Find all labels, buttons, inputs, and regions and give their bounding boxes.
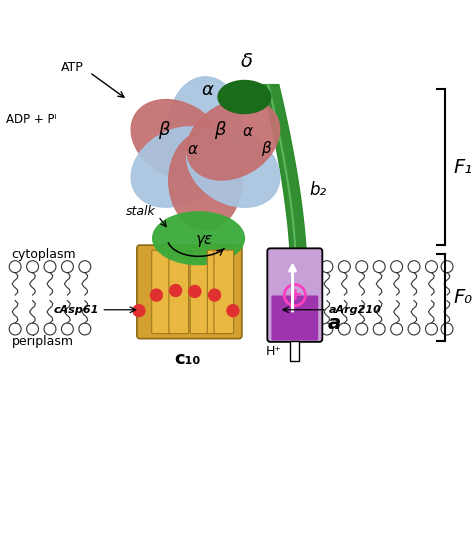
Text: γε: γε [195,232,213,247]
Ellipse shape [187,100,280,180]
FancyBboxPatch shape [137,245,242,339]
Polygon shape [263,84,306,257]
Circle shape [133,305,145,316]
Ellipse shape [131,100,224,180]
Ellipse shape [218,80,271,113]
Circle shape [150,289,162,301]
Text: b₂: b₂ [310,181,327,199]
Text: aArg210: aArg210 [329,305,382,315]
Text: α: α [202,81,214,99]
FancyBboxPatch shape [267,248,322,342]
Text: H⁺: H⁺ [266,344,282,358]
Circle shape [170,285,182,296]
Text: periplasm: periplasm [11,334,73,348]
FancyBboxPatch shape [145,250,165,334]
Text: cAsp61: cAsp61 [53,305,99,315]
Text: F₀: F₀ [454,288,473,307]
Ellipse shape [153,212,245,264]
Ellipse shape [169,131,242,230]
Text: F₁: F₁ [454,158,473,177]
Text: ADP + Pᴵ: ADP + Pᴵ [6,113,56,126]
Text: β: β [158,121,170,140]
FancyBboxPatch shape [190,250,210,334]
FancyBboxPatch shape [169,250,189,334]
Text: c₁₀: c₁₀ [174,350,201,368]
Text: δ: δ [241,52,253,71]
FancyBboxPatch shape [152,250,172,334]
Text: β: β [261,141,271,157]
Text: α: α [243,124,253,139]
FancyBboxPatch shape [214,250,234,334]
Bar [290,341,300,361]
Text: a: a [328,314,341,333]
FancyBboxPatch shape [272,296,318,340]
Text: α: α [188,142,198,157]
Circle shape [227,305,239,316]
Ellipse shape [187,127,280,207]
Text: +: + [287,286,302,304]
Circle shape [209,289,220,301]
Text: stalk: stalk [127,205,156,218]
Text: ATP: ATP [61,61,84,74]
Circle shape [189,286,201,297]
FancyBboxPatch shape [207,250,227,334]
Ellipse shape [131,127,224,207]
Text: cytoplasm: cytoplasm [11,248,76,261]
Text: β: β [214,121,226,140]
Ellipse shape [169,77,242,176]
